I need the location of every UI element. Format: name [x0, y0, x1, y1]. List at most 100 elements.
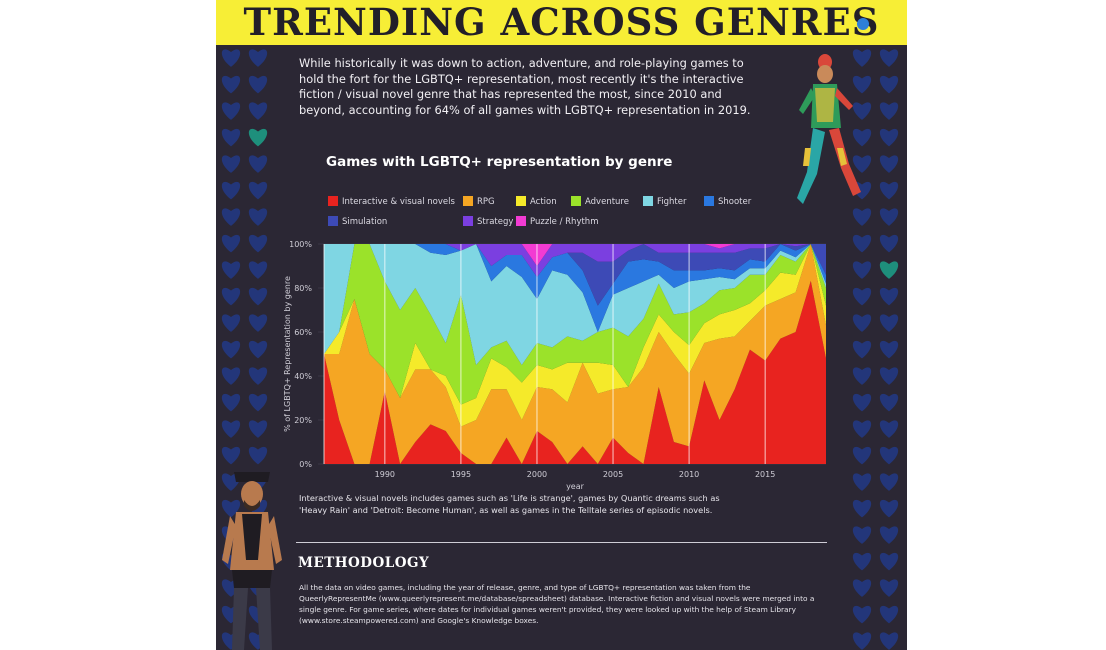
heart-icon: [852, 261, 872, 279]
legend-swatch: [328, 196, 338, 206]
heart-icon: [221, 261, 241, 279]
heart-icon: [852, 155, 872, 173]
x-axis-ticks: 1990 1995 2000 2005 2010 2015: [375, 470, 776, 479]
heart-icon: [879, 128, 899, 147]
x-tick-label: 2010: [679, 470, 699, 479]
legend-swatch: [643, 196, 653, 206]
heart-icon: [879, 552, 899, 571]
heart-icon: [221, 181, 241, 200]
heart-icon: [221, 102, 241, 120]
methodology-title: METHODOLOGY: [298, 555, 430, 571]
infographic-poster: TRENDING ACROSS GENRES While historicall…: [216, 0, 907, 650]
area-series: [324, 280, 826, 464]
decorative-dot: [857, 18, 869, 30]
heart-icon: [248, 261, 268, 279]
heart-icon: [221, 367, 241, 385]
legend-label: Fighter: [657, 197, 687, 207]
heart-icon: [852, 605, 872, 624]
heart-icon: [221, 234, 241, 253]
heart-icon: [221, 155, 241, 173]
legend-label: Strategy: [477, 217, 513, 227]
heart-icon: [221, 75, 241, 94]
legend-label: Action: [530, 197, 557, 207]
area-series: [324, 244, 826, 277]
area-series: [324, 244, 826, 427]
heart-icon: [879, 340, 899, 359]
chart-year-lines: [323, 244, 766, 464]
heart-icon: [879, 446, 899, 465]
heart-icon: [852, 632, 872, 650]
heart-icon: [852, 314, 872, 332]
legend-swatch: [704, 196, 714, 206]
heart-icon: [879, 287, 899, 306]
leather-figure-illustration: [222, 472, 282, 650]
heart-icon: [852, 102, 872, 120]
intro-paragraph: While historically it was down to action…: [299, 56, 751, 117]
heart-icon: [248, 287, 268, 306]
heart-icon: [879, 75, 899, 94]
heart-icon: [879, 49, 899, 67]
y-tick-label: 100%: [289, 240, 312, 249]
heart-icon: [852, 287, 872, 306]
heart-icon: [852, 393, 872, 412]
legend-label: Puzzle / Rhythm: [530, 217, 598, 227]
heart-icon: [879, 367, 899, 385]
heart-icon: [248, 314, 268, 332]
heart-icon: [879, 473, 899, 491]
legend-swatch: [328, 216, 338, 226]
heart-icon: [852, 367, 872, 385]
legend-swatch: [516, 196, 526, 206]
heart-icon: [879, 526, 899, 544]
legend-label: Shooter: [718, 197, 752, 207]
heart-icon: [879, 208, 899, 226]
legend-label: Adventure: [585, 197, 629, 207]
heart-icon: [879, 234, 899, 253]
heart-icon-teal: [248, 128, 268, 147]
heart-icon: [221, 340, 241, 359]
x-axis-label: year: [566, 482, 585, 491]
x-tick-label: 1990: [375, 470, 395, 479]
heart-icon: [852, 420, 872, 438]
chart-footnote: Interactive & visual novels includes gam…: [299, 493, 720, 515]
heart-icon: [248, 49, 268, 67]
heart-icon: [221, 287, 241, 306]
heart-icon: [221, 49, 241, 67]
legend-swatch: [516, 216, 526, 226]
heart-icon: [248, 181, 268, 200]
heart-icon: [852, 473, 872, 491]
heart-icon: [248, 102, 268, 120]
x-tick-label: 2005: [603, 470, 623, 479]
heart-icon: [248, 367, 268, 385]
y-tick-label: 0%: [299, 460, 312, 469]
heart-icon: [221, 208, 241, 226]
heart-icon: [879, 579, 899, 597]
heart-icon: [221, 420, 241, 438]
heart-icon: [248, 446, 268, 465]
heart-icon: [248, 155, 268, 173]
heart-icon: [221, 446, 241, 465]
heart-icon: [852, 49, 872, 67]
heart-icon: [852, 128, 872, 147]
heart-icon: [852, 499, 872, 518]
y-axis-ticks: 0% 20% 40% 60% 80% 100%: [289, 240, 312, 469]
heart-icon: [879, 605, 899, 624]
heart-icon-teal: [879, 261, 899, 279]
matador-illustration: [797, 54, 861, 204]
y-tick-label: 20%: [294, 416, 312, 425]
x-tick-label: 2015: [755, 470, 775, 479]
heart-icon: [852, 579, 872, 597]
area-series: [324, 244, 826, 332]
y-tick-label: 80%: [294, 284, 312, 293]
heart-icon: [221, 499, 241, 518]
heart-icon: [879, 314, 899, 332]
y-tick-label: 60%: [294, 328, 312, 337]
heart-icon: [879, 155, 899, 173]
area-series: [324, 244, 826, 306]
legend-swatch: [571, 196, 581, 206]
x-tick-label: 2000: [527, 470, 547, 479]
page-title: TRENDING ACROSS GENRES: [243, 0, 880, 44]
legend-label: RPG: [477, 197, 495, 207]
heart-icon: [248, 420, 268, 438]
genre-area-chart: Interactive & visual novels RPG Action Adve…: [283, 196, 826, 491]
y-axis-label: % of LGBTQ+ Representation by genre: [283, 276, 292, 432]
